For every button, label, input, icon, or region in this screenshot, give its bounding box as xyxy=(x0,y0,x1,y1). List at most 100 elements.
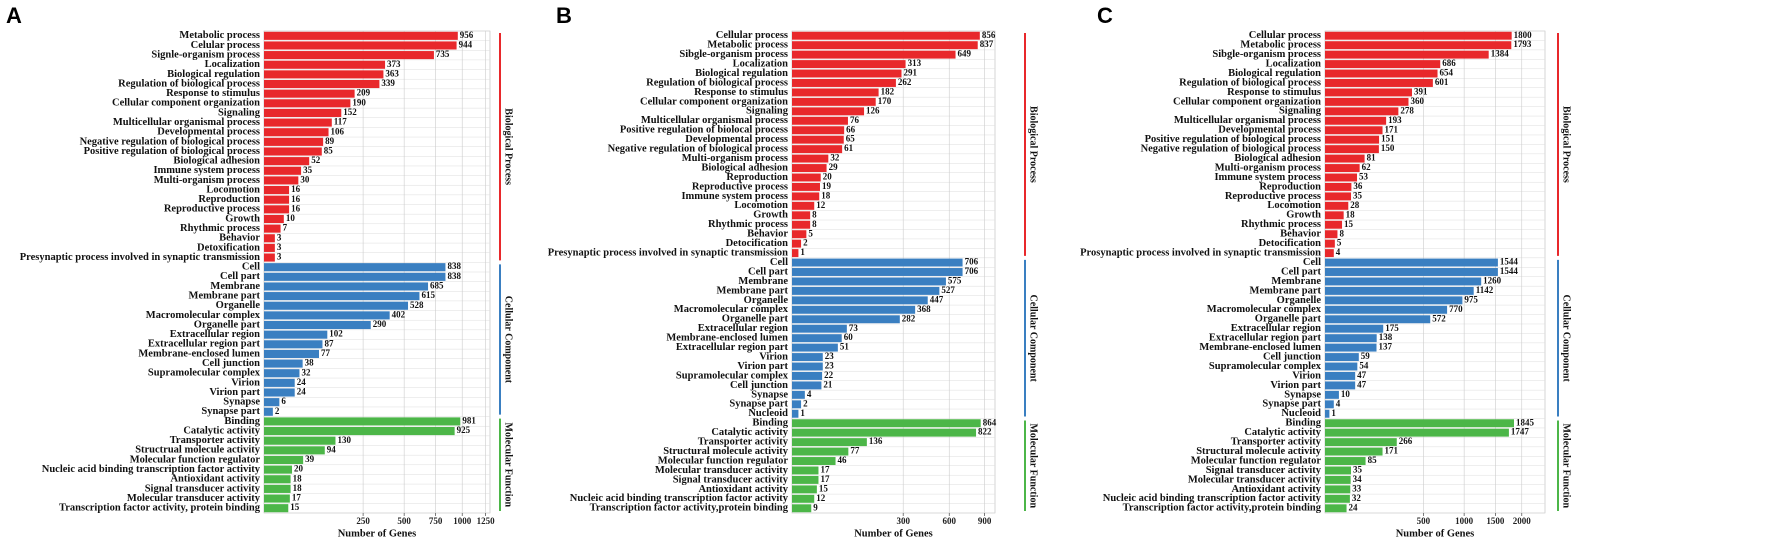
category-label: Supramolecular complex xyxy=(1209,361,1322,372)
value-label: 12 xyxy=(816,200,826,210)
bar xyxy=(792,315,900,324)
category-label: Membrane-enclosed lumen xyxy=(138,348,260,359)
category-label: Catalytic activity xyxy=(183,425,260,436)
value-label: 706 xyxy=(965,266,979,276)
value-label: 282 xyxy=(902,313,916,323)
value-label: 21 xyxy=(823,379,833,389)
bar xyxy=(1325,107,1399,116)
value-label: 975 xyxy=(1464,294,1478,304)
category-label: Transcription factor activity,protein bi… xyxy=(590,503,789,514)
category-label: Macromolecular complex xyxy=(146,310,261,321)
category-label: Multi-organism process xyxy=(154,175,260,186)
value-label: 18 xyxy=(293,483,303,493)
category-label: Metabolic process xyxy=(1240,40,1321,51)
value-label: 117 xyxy=(334,117,348,127)
value-label: 126 xyxy=(866,105,880,115)
bar xyxy=(1325,343,1377,352)
category-label: Extracellular region xyxy=(170,329,260,340)
category-label: Celular process xyxy=(191,40,260,51)
category-label: Cell part xyxy=(220,271,260,282)
value-label: 51 xyxy=(840,342,850,352)
value-label: 171 xyxy=(1385,446,1399,456)
category-label: Negative regulation of biological proces… xyxy=(80,136,260,147)
category-label: Synapse xyxy=(1284,389,1321,400)
bar xyxy=(1325,192,1352,201)
category-label: Positive regulation of biological proces… xyxy=(84,146,260,157)
category-label: Structural molecule activity xyxy=(663,446,789,457)
category-label: Cell xyxy=(242,262,260,273)
category-label: Biological regulation xyxy=(1228,68,1321,79)
bar xyxy=(792,60,906,69)
value-label: 4 xyxy=(1336,247,1341,257)
value-label: 24 xyxy=(297,377,307,387)
category-label: Extracellular region xyxy=(1231,323,1321,334)
category-label: Membrane part xyxy=(189,291,261,302)
category-label: Multi-organism process xyxy=(682,153,788,164)
value-label: 89 xyxy=(325,136,335,146)
x-tick-label: 900 xyxy=(978,516,992,526)
value-label: 1793 xyxy=(1513,39,1532,49)
bar xyxy=(792,182,820,191)
bar xyxy=(1325,268,1498,276)
value-label: 856 xyxy=(982,30,996,40)
category-label: Nucleic acid binding transcription facto… xyxy=(570,493,789,504)
category-label: Antioxidant activity xyxy=(170,474,260,485)
value-label: 7 xyxy=(283,223,288,233)
bar xyxy=(264,436,336,445)
bar xyxy=(1325,211,1344,220)
category-label: Transcription factor activity, protein b… xyxy=(59,503,261,514)
bar xyxy=(1325,466,1352,475)
category-label: Extracellular region part xyxy=(676,342,789,353)
bar xyxy=(792,362,823,371)
bar xyxy=(264,99,351,108)
value-label: 23 xyxy=(825,361,835,371)
bar xyxy=(264,494,290,503)
category-label: Cell junction xyxy=(730,380,788,391)
bar xyxy=(1325,249,1334,258)
category-label: Antioxidant activity xyxy=(698,484,788,495)
bar xyxy=(792,485,817,494)
bar xyxy=(1325,428,1509,437)
category-label: Behavior xyxy=(219,233,260,244)
category-label: Virion part xyxy=(209,387,260,398)
value-label: 102 xyxy=(329,329,343,339)
category-label: Transporter activity xyxy=(170,435,261,446)
bar xyxy=(792,409,799,418)
category-label: Immune system process xyxy=(1214,172,1321,183)
category-label: Positive regulation of biological proces… xyxy=(1145,134,1321,145)
category-label: Molecular transducer activity xyxy=(655,465,789,476)
category-label: Macromolecular complex xyxy=(1207,304,1322,315)
x-tick-label: 2000 xyxy=(1513,516,1532,526)
category-label: Binding xyxy=(1285,418,1321,429)
bar xyxy=(264,70,384,79)
value-label: 10 xyxy=(1341,389,1351,399)
value-label: 981 xyxy=(462,415,476,425)
value-label: 18 xyxy=(1346,209,1356,219)
bar xyxy=(264,484,291,493)
bar xyxy=(264,417,461,426)
bar xyxy=(1325,371,1356,380)
bar xyxy=(792,107,865,116)
value-label: 22 xyxy=(824,370,834,380)
category-label: Regulation of biological process xyxy=(1179,77,1321,88)
value-label: 402 xyxy=(392,309,406,319)
value-label: 368 xyxy=(917,304,931,314)
bar xyxy=(792,41,978,50)
panel-letter: C xyxy=(1097,3,1113,28)
category-label: Cellular process xyxy=(1249,30,1321,41)
bar xyxy=(792,277,946,286)
bar xyxy=(264,407,273,416)
value-label: 2 xyxy=(803,398,808,408)
panel-letter: B xyxy=(556,3,572,28)
category-label: Biological adhesion xyxy=(173,156,260,167)
bar xyxy=(264,369,300,378)
bar xyxy=(264,359,303,368)
value-label: 136 xyxy=(869,436,883,446)
value-label: 12 xyxy=(816,493,826,503)
value-label: 2 xyxy=(275,406,280,416)
category-label: Negative regulation of biological proces… xyxy=(1141,144,1321,155)
category-label: Detoxification xyxy=(197,242,260,253)
bar xyxy=(1325,97,1409,106)
category-label: Sibgle-organism process xyxy=(679,49,788,60)
value-label: 106 xyxy=(331,126,345,136)
